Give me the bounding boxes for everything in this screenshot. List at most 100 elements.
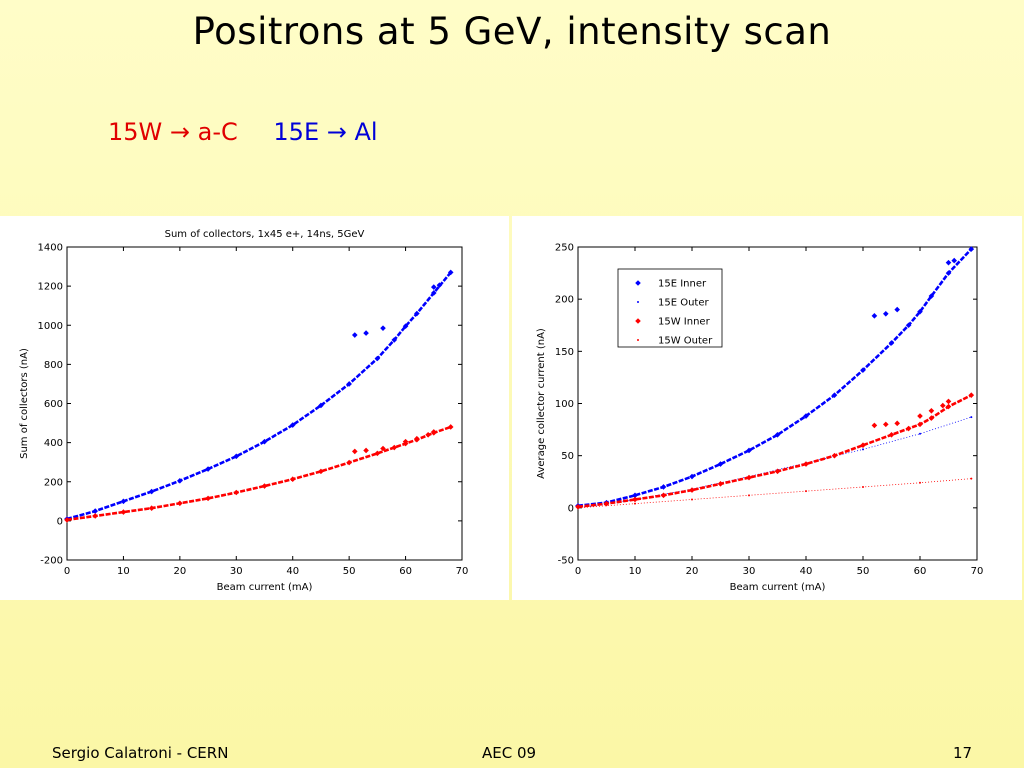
y-tick-label: 0 (57, 516, 63, 527)
data-point (233, 453, 240, 460)
data-point (148, 505, 155, 511)
series-3 (577, 477, 973, 509)
x-tick-label: 40 (800, 566, 813, 577)
y-tick-label: 150 (555, 347, 574, 358)
data-point (894, 420, 900, 427)
data-point (346, 459, 352, 466)
data-point (120, 498, 127, 505)
data-point (402, 323, 409, 330)
slide-title: Positrons at 5 GeV, intensity scan (192, 10, 832, 53)
subtitle-row: 15W → a-C 15E → Al (108, 118, 378, 146)
data-point (318, 468, 324, 475)
data-point (120, 509, 127, 515)
data-point (691, 498, 693, 501)
y-tick-label: 400 (44, 438, 63, 449)
data-point (177, 500, 183, 507)
data-point (402, 438, 409, 445)
data-point (968, 392, 975, 398)
series-1 (64, 424, 454, 523)
data-point (831, 452, 838, 459)
data-point (883, 421, 889, 428)
y-tick-label: 1400 (38, 243, 63, 254)
data-point (577, 506, 579, 509)
legend-entry: 15W Outer (658, 336, 713, 347)
data-point (919, 481, 921, 484)
legend-marker (637, 301, 639, 303)
x-axis-label: Beam current (mA) (730, 582, 826, 593)
x-tick-label: 50 (857, 566, 870, 577)
data-point (894, 306, 900, 313)
data-point (363, 447, 369, 454)
x-tick-label: 30 (230, 566, 243, 577)
x-tick-label: 10 (629, 566, 642, 577)
data-point (380, 445, 386, 452)
x-tick-label: 30 (743, 566, 756, 577)
footer-event: AEC 09 (482, 744, 537, 762)
data-point (862, 485, 864, 488)
legend-marker (637, 339, 639, 341)
data-point (64, 517, 70, 523)
x-tick-label: 10 (117, 566, 130, 577)
y-tick-label: 250 (555, 243, 574, 254)
data-point (634, 502, 636, 505)
data-point (289, 422, 296, 428)
data-point (414, 435, 420, 442)
data-point (425, 432, 431, 438)
data-point (430, 284, 437, 290)
y-tick-label: 50 (561, 451, 574, 462)
data-point (774, 468, 781, 475)
series-trace (577, 478, 972, 509)
data-point (351, 332, 358, 338)
footer-author: Sergio Calatroni - CERN (52, 744, 229, 762)
subtitle-15w: 15W → a-C (108, 118, 238, 146)
data-point (391, 444, 398, 451)
data-point (968, 246, 975, 252)
y-tick-label: -50 (558, 556, 574, 567)
data-point (318, 402, 324, 409)
data-point (862, 448, 864, 451)
data-point (917, 421, 923, 428)
data-point (919, 432, 921, 435)
data-point (748, 494, 750, 497)
data-point (374, 450, 381, 457)
x-tick-label: 0 (575, 566, 581, 577)
data-point (928, 415, 935, 421)
legend-entry: 15W Inner (658, 317, 711, 328)
data-point (951, 257, 957, 264)
data-point (233, 489, 240, 496)
data-point (805, 490, 807, 493)
x-tick-label: 20 (173, 566, 186, 577)
data-point (928, 408, 935, 414)
data-point (430, 429, 437, 435)
data-point (940, 402, 946, 409)
x-tick-label: 0 (64, 566, 70, 577)
x-tick-label: 20 (686, 566, 699, 577)
y-tick-label: 1000 (38, 321, 63, 332)
footer-page-number: 17 (953, 744, 973, 762)
x-tick-label: 50 (343, 566, 356, 577)
x-axis-label: Beam current (mA) (217, 582, 313, 593)
y-axis-label: Average collector current (nA) (536, 328, 547, 479)
x-tick-label: 40 (286, 566, 299, 577)
data-point (831, 392, 838, 398)
x-tick-label: 60 (914, 566, 927, 577)
y-tick-label: 200 (44, 477, 63, 488)
data-point (261, 438, 268, 445)
data-point (447, 269, 454, 276)
data-point (917, 413, 923, 419)
y-tick-label: 100 (555, 399, 574, 410)
y-tick-label: 600 (44, 399, 63, 410)
data-point (970, 416, 973, 419)
y-tick-label: 800 (44, 360, 63, 371)
data-point (205, 466, 211, 472)
sum-of-collectors-chart: 0 10 20 30 40 50 60 70-200020040060080010001200… (19, 229, 468, 593)
data-point (871, 422, 878, 429)
data-point (888, 432, 895, 438)
legend-box (617, 268, 723, 348)
data-point (905, 322, 912, 329)
x-tick-label: 70 (971, 566, 984, 577)
left-chart-panel: 0 10 20 30 40 50 60 70 -200 0 200 400 600 800 1000 1200… (0, 216, 509, 600)
data-point (883, 310, 889, 317)
right-chart-panel: 0 10 20 30 40 50 60 70 -50 0 50 100 150 200 250 Beam cu… (512, 216, 1022, 600)
data-point (148, 488, 155, 495)
